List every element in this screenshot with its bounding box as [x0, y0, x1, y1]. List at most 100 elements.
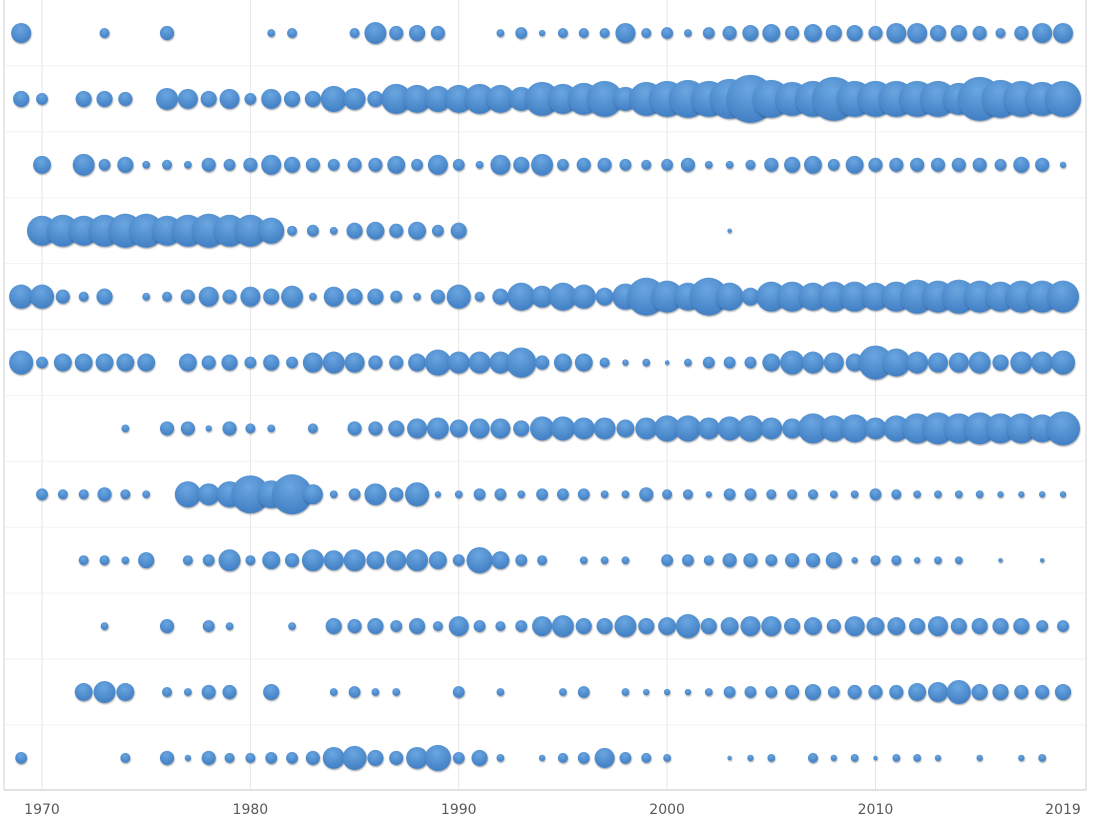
bubble-1996	[577, 488, 590, 501]
bubble-1980	[231, 475, 270, 514]
bubble-2019	[1050, 350, 1076, 375]
bubble-1991	[475, 160, 484, 169]
bubble-2006	[785, 25, 800, 41]
bubble-1979	[218, 549, 241, 572]
bubble-2010	[868, 684, 883, 700]
bubble-1976	[156, 87, 178, 110]
bubble-1998	[622, 359, 629, 366]
x-axis-ticks: 1970 1980 1990 2000 2010 2019	[24, 802, 1081, 818]
bubble-1974	[120, 752, 131, 763]
bubble-2019	[1044, 80, 1082, 117]
bubble-2013	[927, 352, 948, 373]
bubble-1977	[180, 289, 195, 304]
bubble-2002	[705, 491, 712, 498]
bubble-1985	[348, 686, 361, 698]
bubble-1984	[322, 746, 345, 769]
bubble-2000	[661, 158, 674, 171]
bubble-2003	[722, 25, 737, 41]
bubble-1978	[197, 483, 220, 506]
bubble-2013	[927, 682, 948, 702]
bubble-2011	[882, 348, 911, 377]
bubble-1994	[531, 153, 554, 176]
bubble-1981	[258, 217, 285, 244]
bubble-2016	[994, 158, 1007, 171]
bubble-2011	[889, 684, 904, 700]
bubble-1972	[74, 683, 93, 701]
bubble-2000	[663, 754, 671, 762]
bubble-2011	[883, 415, 910, 442]
bubble-1978	[201, 157, 216, 172]
bubble-2011	[891, 489, 902, 500]
bubble-1980	[244, 356, 257, 369]
bubble-1989	[424, 744, 451, 771]
bubble-2008	[826, 619, 841, 634]
bubble-1998	[616, 419, 635, 438]
bubble-2006	[787, 489, 798, 500]
bubble-2007	[807, 752, 818, 763]
bubble-1982	[286, 751, 298, 764]
bubble-1977	[183, 160, 192, 169]
bubble-2014	[946, 679, 971, 705]
bubble-1983	[302, 352, 323, 373]
bubble-1993	[515, 554, 528, 567]
bubble-1997	[594, 747, 615, 768]
bubble-2017	[1010, 351, 1033, 374]
bubble-2019	[1059, 491, 1067, 498]
bubble-2019	[1045, 411, 1081, 446]
bubble-1998	[621, 688, 630, 696]
bubble-1985	[342, 745, 367, 770]
bubble-1998	[619, 158, 632, 171]
bubble-1978	[198, 286, 219, 307]
bubble-2008	[825, 24, 842, 42]
bubble-1984	[320, 85, 347, 112]
bubble-2008	[818, 281, 849, 312]
bubble-2009	[847, 684, 862, 700]
bubble-1997	[595, 287, 614, 306]
bubble-2000	[663, 688, 671, 696]
bubble-1996	[571, 284, 596, 309]
bubble-1985	[349, 28, 360, 38]
bubble-1987	[389, 355, 404, 370]
bubble-1975	[142, 160, 151, 169]
bubble-1996	[574, 353, 593, 372]
bubble-2001	[682, 489, 693, 500]
bubble-1976	[159, 750, 175, 765]
bubble-1981	[262, 551, 281, 570]
bubble-2016	[998, 557, 1003, 563]
bubble-2016	[995, 28, 1006, 38]
bubble-2009	[846, 24, 863, 42]
bubble-2014	[950, 618, 967, 635]
bubble-1991	[471, 749, 488, 766]
bubble-2017	[1013, 618, 1030, 635]
bubble-1990	[454, 490, 463, 499]
bubble-1986	[367, 618, 384, 635]
bubble-1982	[286, 356, 298, 369]
bubble-1994	[538, 754, 546, 762]
bubble-2008	[823, 352, 844, 373]
bubble-row-2	[13, 74, 1082, 123]
bubble-2014	[948, 352, 969, 373]
bubble-1986	[367, 90, 384, 107]
bubble-2003	[720, 617, 739, 636]
bubble-2013	[934, 490, 942, 499]
bubble-1986	[366, 551, 385, 570]
bubble-1973	[99, 28, 110, 38]
bubble-1985	[344, 352, 365, 373]
bubble-1986	[368, 157, 383, 172]
bubble-1997	[586, 80, 623, 117]
bubble-1999	[642, 358, 651, 367]
bubble-1979	[222, 421, 237, 436]
bubble-row-3	[33, 153, 1067, 176]
bubble-1989	[428, 551, 447, 570]
bubble-1995	[559, 688, 567, 696]
bubble-1970	[36, 356, 48, 369]
bubble-2010	[866, 617, 885, 636]
bubble-2013	[922, 412, 954, 445]
bubble-2002	[700, 618, 717, 635]
bubble-2009	[850, 490, 859, 499]
bubble-2017	[1006, 413, 1037, 444]
bubble-2003	[717, 416, 742, 441]
bubble-1992	[495, 621, 506, 632]
bubble-row-11	[74, 679, 1072, 705]
bubble-1975	[137, 353, 156, 372]
